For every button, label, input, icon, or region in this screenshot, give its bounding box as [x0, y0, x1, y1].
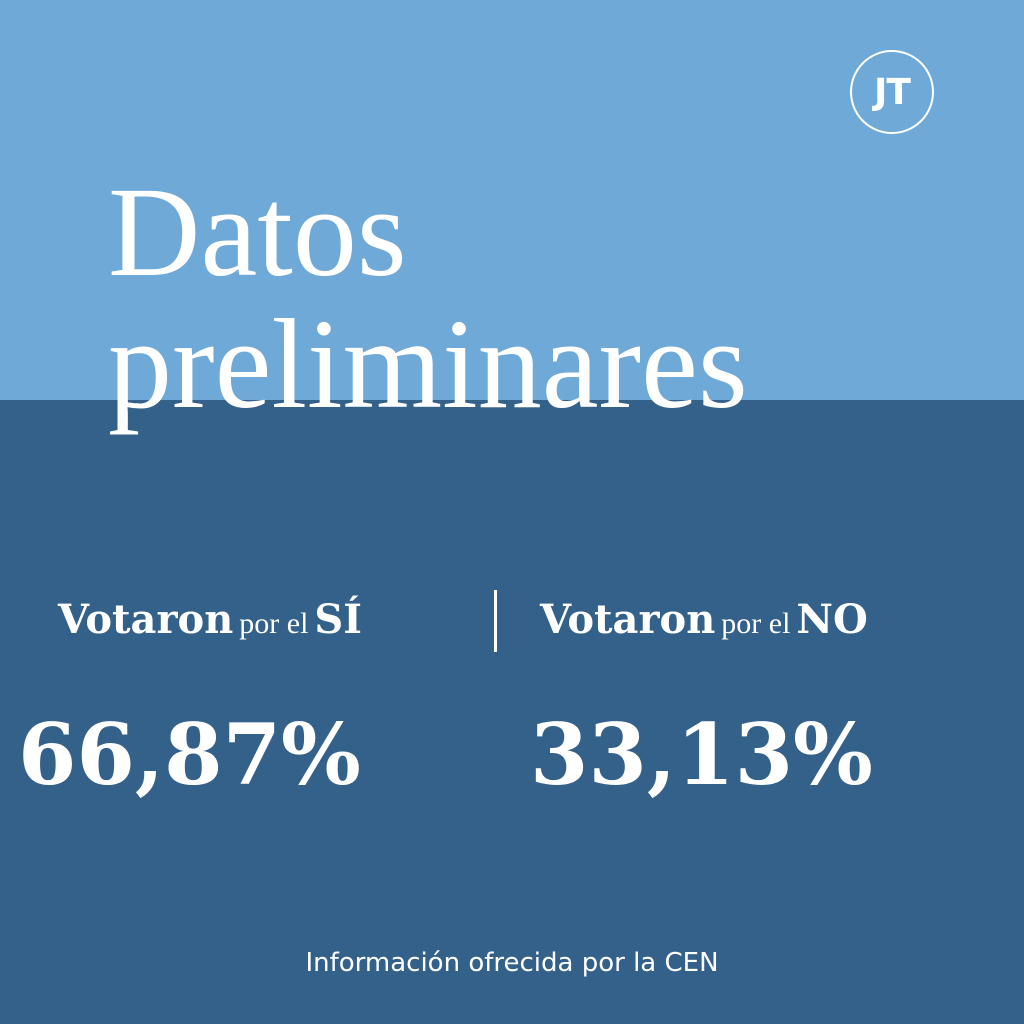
prep: por el [721, 607, 791, 640]
footer: Información ofrecida por la CEN [305, 948, 719, 978]
logo: JT [850, 50, 934, 134]
verb: Votaron [540, 596, 716, 643]
title-line: preliminares [108, 293, 748, 435]
percent: 66,87% [18, 705, 361, 804]
prep: por el [239, 607, 309, 640]
verb: Votaron [58, 596, 234, 643]
divider [494, 590, 497, 652]
percent: 33,13% [530, 705, 873, 804]
result-heading: Votaron por el SÍ [58, 596, 362, 643]
top-band [0, 0, 1024, 400]
option: NO [796, 596, 868, 643]
result-heading: Votaron por el NO [540, 596, 868, 643]
option: SÍ [314, 596, 363, 643]
title-line: Datos [108, 161, 407, 303]
